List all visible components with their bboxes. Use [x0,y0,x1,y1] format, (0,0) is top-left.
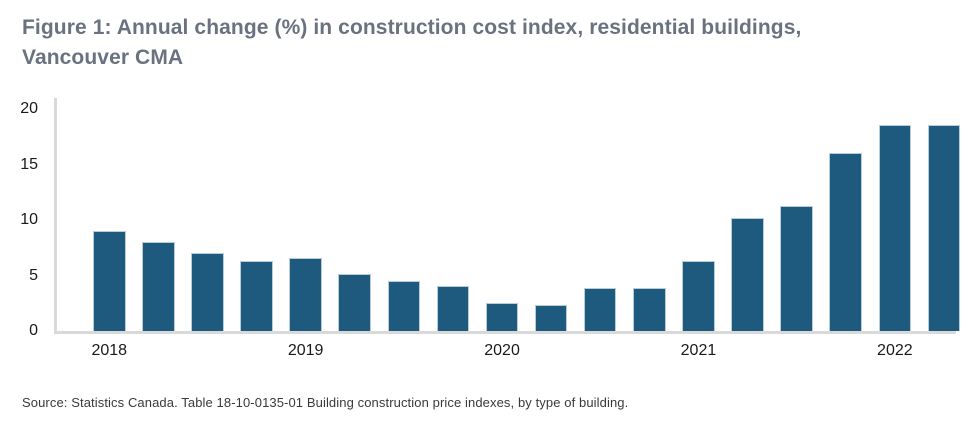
y-tick-label-20: 20 [20,100,38,117]
bars-container [57,98,961,331]
bar-2020-q4 [633,287,666,331]
plot-area [54,98,961,334]
bar-2019-q1 [289,257,322,331]
bar-2022-q1 [878,124,911,331]
source-note: Source: Statistics Canada. Table 18-10-0… [22,395,629,410]
bar-2018-q1 [93,231,126,331]
bar-2021-q3 [780,205,813,331]
bar-2019-q2 [338,274,371,331]
bar-2018-q3 [191,253,224,331]
bar-2018-q4 [240,261,273,331]
y-tick-label-0: 0 [29,322,38,339]
y-tick-label-10: 10 [20,211,38,228]
bar-2019-q4 [436,285,470,331]
bar-2020-q1 [485,303,519,331]
x-tick-label-2020: 2020 [484,342,520,359]
bar-2020-q3 [583,287,617,331]
figure-title: Figure 1: Annual change (%) in construct… [22,16,802,69]
x-tick-label-2018: 2018 [91,342,128,359]
x-tick-label-2021: 2021 [680,342,717,359]
bar-2021-q2 [731,217,764,331]
bar-2018-q2 [142,242,175,331]
bar-2022-q2 [927,124,961,331]
y-tick-label-15: 15 [20,155,38,173]
bar-2019-q3 [387,281,421,331]
bar-chart: 0 5 10 15 20 2018 2019 2020 2021 2022 [0,96,980,371]
x-tick-label-2022: 2022 [877,342,913,359]
y-tick-label-5: 5 [29,266,38,284]
bar-2021-q1 [682,261,715,331]
bar-2021-q4 [829,153,862,331]
bar-2020-q2 [534,305,568,331]
x-tick-label-2019: 2019 [287,342,324,359]
